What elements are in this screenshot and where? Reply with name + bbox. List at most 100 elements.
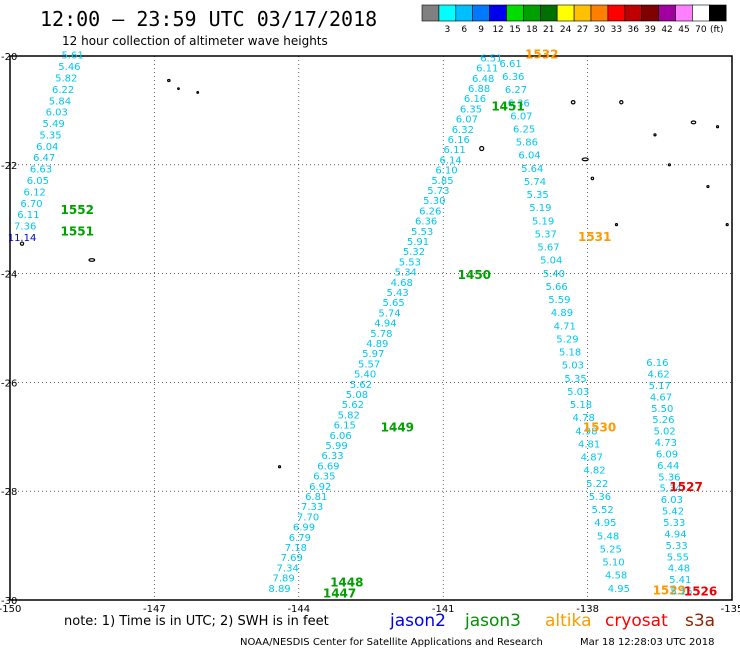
swh-value-label: 5.33 [663,518,685,529]
legend-swatch [692,4,710,22]
legend-swatch-label: 18 [526,25,538,35]
swh-value-label: 5.55 [667,552,689,563]
swh-value-label: 5.74 [378,308,400,319]
swh-value-label: 5.84 [49,96,71,107]
island-outline [614,223,619,227]
map-subtitle: 12 hour collection of altimeter wave hei… [62,34,328,48]
swh-value-label: 5.86 [516,138,538,149]
lon-tick-label: -144 [287,604,310,615]
swh-value-label: 6.51 [480,53,502,64]
legend-swatch [421,4,440,22]
swh-value-label: 6.81 [305,492,327,503]
swh-value-label: 6.36 [415,217,437,228]
swh-value-label: 5.37 [535,229,557,240]
swh-value-label: 5.59 [548,295,570,306]
axis-tick-labels: -150 -147 -144 -141 -138 -135 -20 -22 -24 -26 -28 -… [0,52,740,615]
pass-time-label: 1448 [330,575,363,589]
swh-value-label: 5.82 [55,74,77,85]
swh-value-label: 5.48 [597,531,619,542]
swh-value-label: 6.32 [452,125,474,136]
graticule [10,56,732,600]
swh-value-label: 6.25 [513,125,535,136]
swh-value-label: 5.35 [39,130,61,141]
lat-tick-label: -30 [1,596,17,607]
swh-value-label: 5.46 [58,62,80,73]
swh-value-label: 4.71 [554,321,576,332]
swh-value-label: 6.16 [646,358,668,369]
swh-value-label: 5.91 [407,237,429,248]
lat-tick-label: -24 [1,270,17,281]
legend-unit-label: (ft) [710,25,724,35]
swh-value-label: 6.05 [27,176,49,187]
legend-swatch [641,4,659,22]
legend-swatch-label: 45 [678,25,689,35]
pass-time-label: 1450 [458,268,491,282]
pass-time-label: 1529 [653,584,686,598]
swh-value-label: 6.03 [46,108,68,119]
island-outline [590,176,595,181]
swh-value-label: 5.64 [521,164,543,175]
swh-value-label: 4.58 [605,571,627,582]
swh-value-label: 5.66 [545,282,567,293]
swh-value-label: 5.19 [532,216,554,227]
satellite-key-label: cryosat [605,611,668,631]
swh-value-label: 7.33 [301,502,323,513]
legend-swatch-label: 15 [509,25,520,35]
swh-value-label: 5.15 [670,587,692,598]
island-outline [277,465,282,469]
swh-value-label: 5.97 [362,349,384,360]
swh-value-label: 5.18 [559,348,581,359]
swh-value-label: 5.62 [350,380,372,391]
legend-swatch [607,4,626,22]
legend-swatch [489,4,507,22]
swh-value-label: 5.99 [325,441,347,452]
swh-value-label: 5.36 [589,492,611,503]
swh-value-label: 5.34 [659,484,681,495]
swh-value-label: 6.15 [334,421,356,432]
swh-value-label: 6.11 [476,64,498,75]
swh-value-label: 6.07 [510,111,532,122]
swh-value-label: 5.78 [370,329,392,340]
swh-value-label: 5.26 [652,415,674,426]
swh-value-label: 6.07 [456,115,478,126]
swh-value-label: 4.68 [391,278,413,289]
island-outline [177,87,180,91]
swh-value-label: 5.30 [423,196,445,207]
swh-value-label: 5.35 [527,190,549,201]
swh-value-label: 5.53 [411,227,433,238]
swh-value-label: 5.74 [524,177,546,188]
swh-value-label: 5.02 [653,427,675,438]
swh-value-label: 7.69 [281,553,303,564]
legend-swatch-label: 6 [461,25,467,35]
footer-timestamp: Mar 18 12:28:03 UTC 2018 [580,637,715,648]
legend-swatch [506,4,524,22]
swh-value-label: 4.62 [647,370,669,381]
swh-value-label: 4.82 [583,466,605,477]
pass-time-label: 1451 [491,99,524,113]
island-outline [88,258,96,262]
swh-value-label: 5.73 [427,186,449,197]
pass-time-label: 1551 [61,225,94,239]
legend-swatch-label: 42 [661,25,672,35]
swh-value-label: 5.10 [602,558,624,569]
footer-credit: NOAA/NESDIS Center for Satellite Applica… [240,637,543,648]
island-outline [619,100,624,105]
island-outline [667,163,672,167]
swh-value-label: 5.52 [592,505,614,516]
island-outline [725,223,729,227]
lat-tick-label: -26 [1,378,17,389]
legend-swatch [573,4,592,22]
swh-value-label: 5.41 [669,575,691,586]
satellite-track: 6.164.625.174.675.505.265.024.736.096.44… [646,358,717,599]
swh-value-label: 7.89 [272,574,294,585]
color-legend: 3 6 9 12 15 18 21 24 27 30 33 36 39 42 45 70 [421,4,727,35]
legend-swatch-label: 39 [644,25,656,35]
legend-swatch-label: 21 [543,25,554,35]
island-outline [570,100,576,105]
satellite-track: 6.61 6.36 6.27 6.36 6.07 6.25 5.86 6.04 5.64 5.74… [491,48,686,598]
swh-value-label: 5.22 [586,479,608,490]
swh-value-label: 4.98 [575,426,597,437]
legend-swatch-label: 12 [492,25,503,35]
legend-swatch [472,4,490,22]
swh-value-label: 6.22 [52,85,74,96]
